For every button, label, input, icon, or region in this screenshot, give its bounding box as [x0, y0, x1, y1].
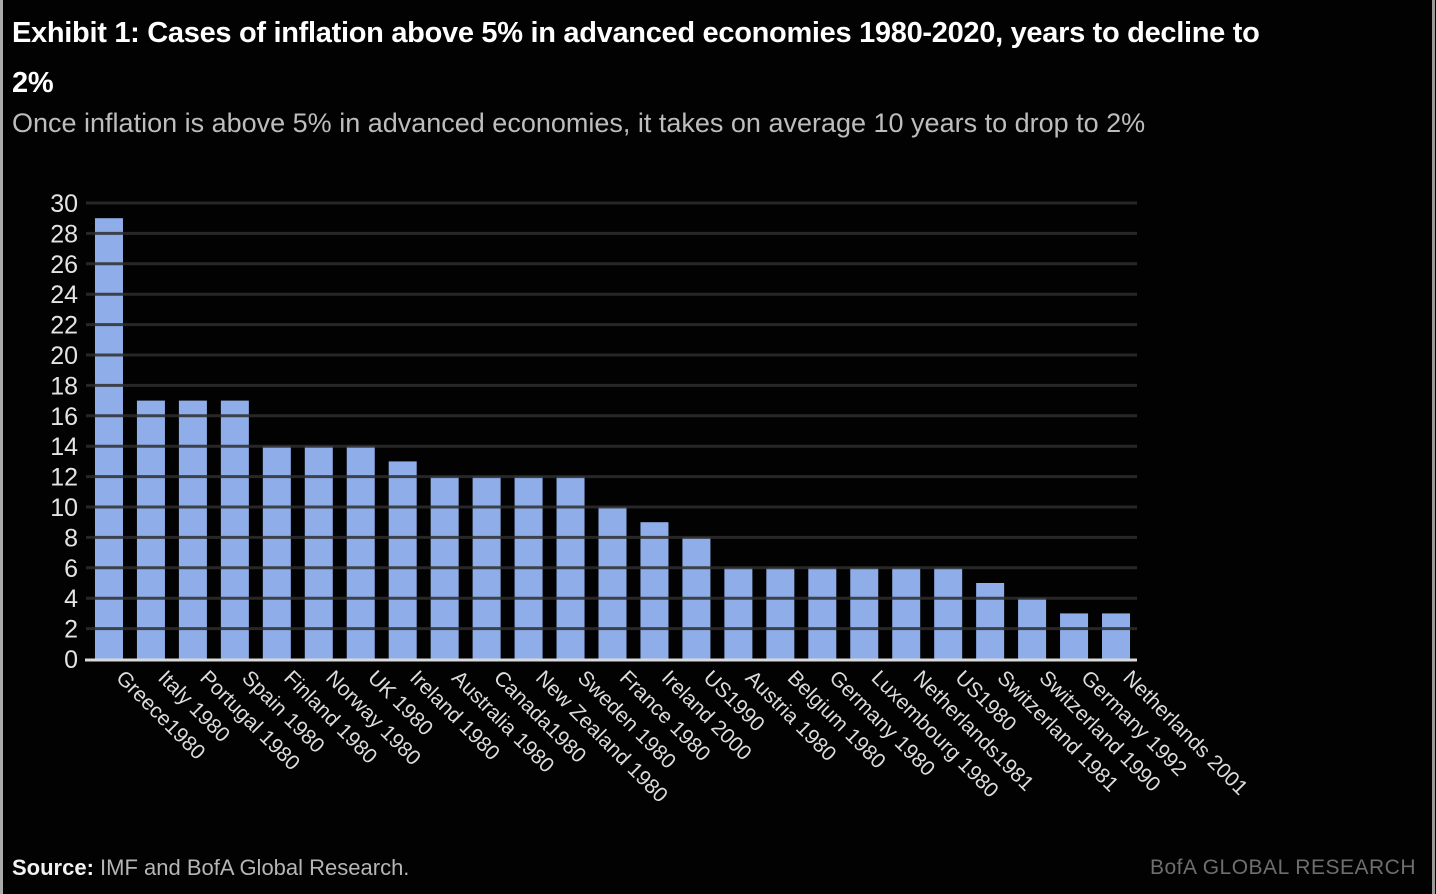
bar [976, 583, 1005, 659]
bar [724, 567, 753, 659]
chart-title-line1: Exhibit 1: Cases of inflation above 5% i… [12, 17, 1260, 49]
bar [934, 567, 963, 659]
bar [136, 400, 165, 659]
y-axis-tick-label: 14 [50, 433, 78, 461]
bar [220, 400, 249, 659]
y-axis-tick-label: 30 [50, 190, 78, 218]
bar [850, 567, 879, 659]
bar [1102, 613, 1131, 659]
y-axis-tick-label: 20 [50, 342, 78, 370]
window-left-border [0, 0, 3, 894]
bar [640, 522, 669, 659]
window-right-border [1432, 0, 1435, 894]
chart-title: Exhibit 1: Cases of inflation above 5% i… [12, 8, 1392, 108]
chart-subtitle: Once inflation is above 5% in advanced e… [12, 108, 1146, 138]
bar [598, 507, 627, 659]
bar [346, 446, 375, 659]
y-axis-tick-label: 18 [50, 372, 78, 400]
bar [94, 218, 123, 659]
y-axis-tick-label: 0 [64, 646, 78, 674]
y-axis-tick-label: 10 [50, 494, 78, 522]
source-line: Source: IMF and BofA Global Research. [12, 855, 409, 881]
bar [262, 446, 291, 659]
y-axis-tick-label: 26 [50, 251, 78, 279]
source-label: Source: [12, 855, 94, 880]
brand-watermark: BofA GLOBAL RESEARCH [1150, 856, 1416, 879]
bar [808, 567, 837, 659]
bar [766, 567, 795, 659]
y-axis-tick-label: 2 [64, 616, 78, 644]
bar [388, 461, 417, 659]
source-text: IMF and BofA Global Research. [100, 855, 410, 880]
bar [304, 446, 333, 659]
y-axis-tick-label: 12 [50, 464, 78, 492]
bar [892, 567, 921, 659]
y-axis-tick-label: 24 [50, 281, 78, 309]
y-axis-tick-label: 4 [64, 585, 78, 613]
y-axis-tick-label: 6 [64, 555, 78, 583]
y-axis-tick-label: 8 [64, 524, 78, 552]
bar [1060, 613, 1089, 659]
bar [178, 400, 207, 659]
chart-title-line2: 2% [12, 67, 54, 99]
y-axis-tick-label: 28 [50, 220, 78, 248]
y-axis-tick-label: 16 [50, 403, 78, 431]
y-axis-tick-label: 22 [50, 312, 78, 340]
